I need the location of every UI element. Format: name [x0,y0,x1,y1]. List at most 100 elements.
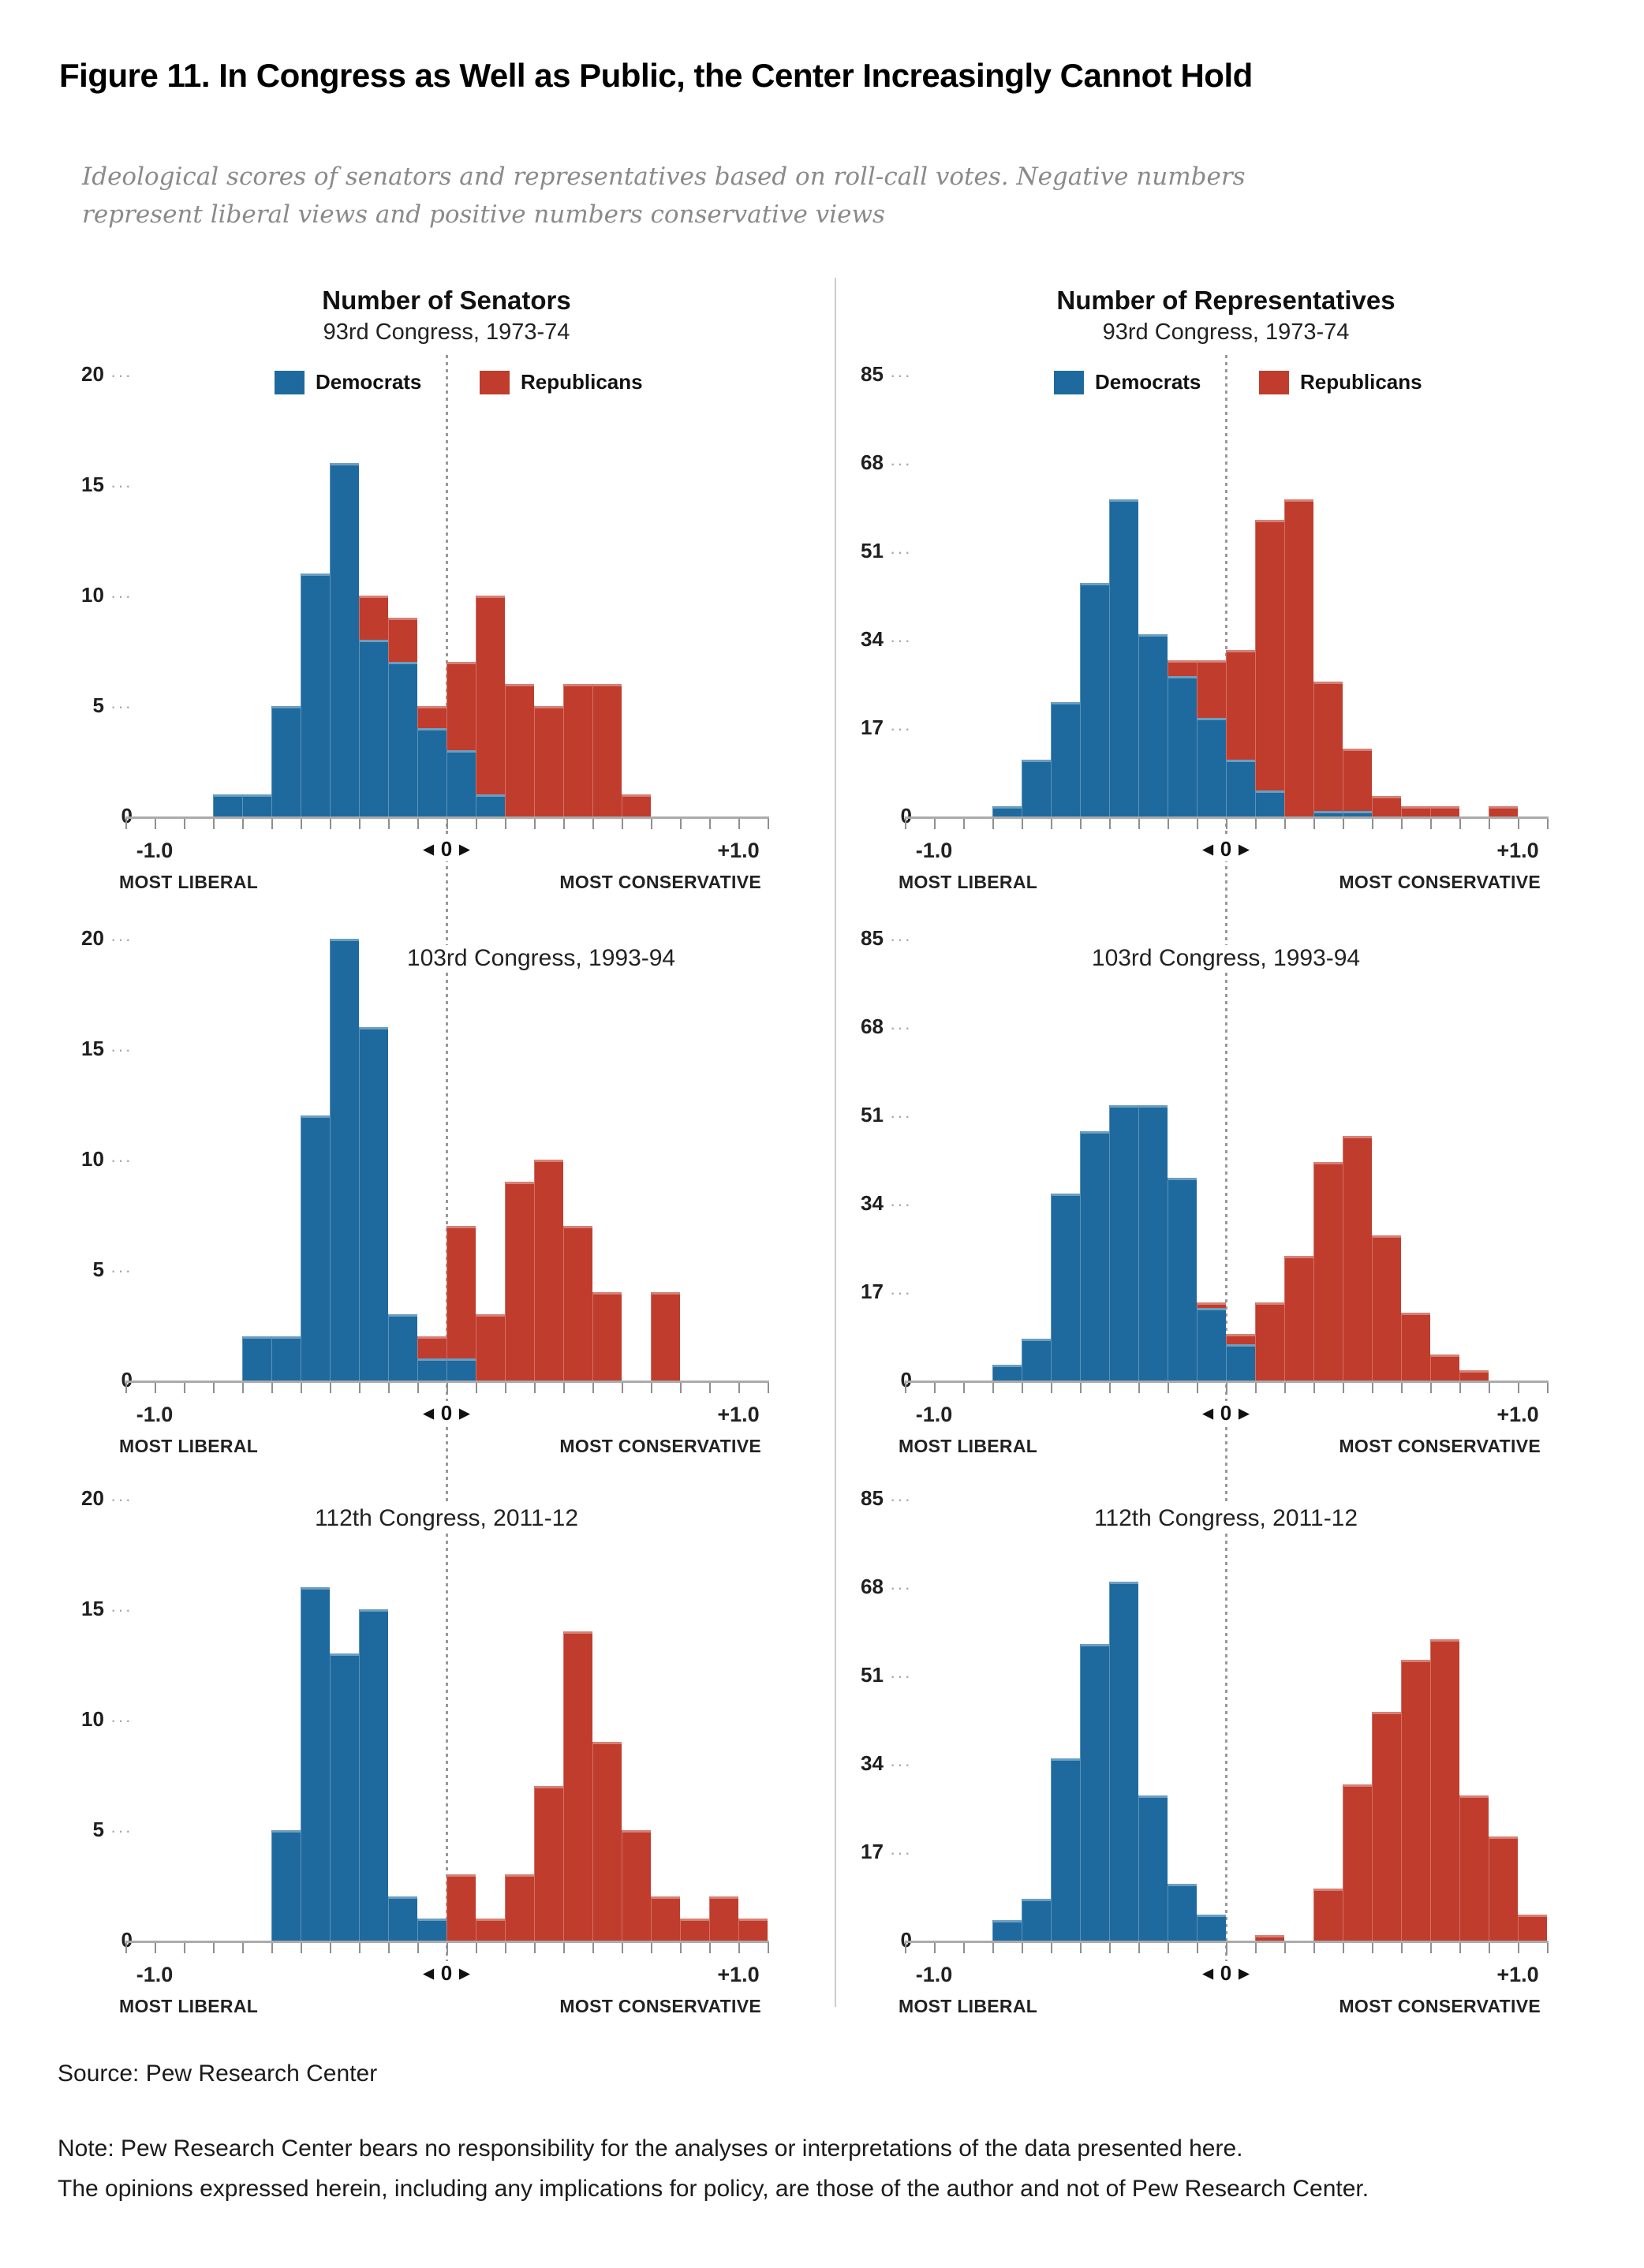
gridline-dots: ··· [883,1666,912,1686]
note-line2: The opinions expressed herein, including… [58,2176,1369,2202]
most-liberal-caption-representatives-112th: MOST LIBERAL [899,1996,1038,2016]
x-axis-tick [1138,819,1140,829]
x-axis-tick [934,819,936,829]
bar-democrats [1109,499,1138,816]
zero-dotted-line-senators [446,355,448,1988]
bar-democrats [992,1365,1022,1381]
x-min-label-senators-103rd: -1.0 [136,1403,174,1426]
bar-republicans [1401,1660,1430,1941]
most-liberal-caption-senators-112th: MOST LIBERAL [119,1996,259,2016]
bar-democrats [388,1314,417,1381]
y-tick-label-representatives-93rd-17: 17 ··· [860,716,912,739]
right-arrow-icon: ▶ [1239,1965,1250,1981]
x-axis-tick [1138,1383,1140,1393]
zero-marker-chip: ◀ 0 ▶ [1196,1961,1256,1986]
bar-democrats [1080,1644,1109,1941]
bar-democrats [476,794,505,816]
zero-marker-chip: ◀ 0 ▶ [1196,837,1256,861]
bar-democrats [388,1896,417,1941]
bar-democrats [301,1115,330,1381]
zero-label: 0 [440,1401,453,1425]
y-tick-label-representatives-103rd-0: 0 [900,1368,912,1392]
x-axis-tick [1459,819,1461,829]
x-axis-tick [1080,1383,1082,1393]
x-max-label-senators-112th: +1.0 [717,1963,760,1986]
most-conservative-caption-senators-103rd: MOST CONSERVATIVE [559,1436,761,1456]
bar-republicans [1489,805,1518,816]
bar-democrats [417,1919,446,1941]
bar-democrats [1226,1343,1255,1381]
x-max-label-representatives-93rd: +1.0 [1496,839,1539,862]
y-tick-label-senators-93rd-5: 5 ··· [92,693,133,717]
y-tick-label-senators-112th-15: 15 ··· [80,1597,133,1620]
x-axis-tick [388,1943,390,1953]
x-axis-tick [768,1943,769,1953]
bar-democrats [242,1336,271,1381]
x-axis-tick [1343,1383,1344,1393]
bar-republicans [446,1874,476,1941]
x-axis-tick [592,1943,594,1953]
y-tick-label-senators-93rd-10: 10 ··· [80,583,133,607]
chart-title-senators-93rd: Number of Senators [314,286,579,316]
gridline-dots: ··· [883,1194,912,1214]
x-axis-tick [934,1383,936,1393]
x-axis-tick [622,1943,623,1953]
x-axis-tick [359,1943,361,1953]
bar-democrats [446,1358,476,1381]
bar-democrats [1197,1307,1226,1381]
bar-democrats [1138,634,1168,816]
x-axis-tick [738,819,740,829]
y-tick-label-senators-103rd-10: 10 ··· [80,1147,133,1171]
chart-title-representatives-112th: 112th Congress, 2011-12 [1085,1505,1366,1532]
legend-republicans-swatch [1259,371,1289,394]
x-axis-tick [651,819,652,829]
figure-subtitle-line1: Ideological scores of senators and repre… [82,163,1246,191]
x-axis-tick [1051,1383,1052,1393]
source-text: Source: Pew Research Center [58,2061,378,2087]
y-tick-label-senators-93rd-15: 15 ··· [80,473,133,496]
bar-democrats [1168,1178,1197,1381]
x-axis-tick [417,819,419,829]
bar-republicans [1489,1836,1518,1941]
gridline-dots: ··· [883,1578,912,1597]
x-axis-tick [992,1383,994,1393]
gridline-dots: ··· [103,1600,133,1620]
x-axis-tick [1518,1943,1519,1953]
x-axis-tick [1489,1943,1490,1953]
most-conservative-caption-senators-112th: MOST CONSERVATIVE [559,1996,761,2016]
legend-democrats-label: Democrats [1095,370,1201,394]
zero-marker-chip: ◀ 0 ▶ [417,837,476,861]
bar-republicans [534,1786,563,1941]
bar-republicans [651,1292,680,1381]
bar-democrats [1051,1758,1080,1941]
x-max-label-representatives-103rd: +1.0 [1496,1403,1539,1426]
x-axis-tick [1372,819,1373,829]
y-tick-label-representatives-103rd-51: 51 ··· [860,1103,912,1127]
x-axis-tick [1401,1943,1403,1953]
bar-democrats [242,794,271,816]
x-axis-tick [1489,1383,1490,1393]
x-axis-tick [301,1383,302,1393]
x-axis-tick [1109,1383,1111,1393]
bar-democrats [359,640,388,816]
bar-republicans [534,1160,563,1381]
bar-republicans [1226,650,1255,760]
gridline-dots: ··· [883,365,912,385]
zero-marker-chip: ◀ 0 ▶ [1196,1401,1256,1425]
bar-democrats [330,939,359,1381]
x-axis-tick [1343,819,1344,829]
y-tick-label-representatives-93rd-0: 0 [900,804,912,828]
bar-democrats [330,1653,359,1941]
gridline-dots: ··· [103,1489,133,1509]
x-axis-tick [534,1943,536,1953]
gridline-dots: ··· [883,1283,912,1302]
most-conservative-caption-representatives-112th: MOST CONSERVATIVE [1339,1996,1541,2016]
bar-republicans [1372,1235,1401,1381]
x-axis-tick [330,1943,331,1953]
bar-democrats [388,662,417,816]
x-axis-tick [184,819,185,829]
bar-democrats [1022,1899,1051,1941]
x-axis-tick [184,1943,185,1953]
x-axis-tick [1284,1383,1286,1393]
x-axis-tick [301,1943,302,1953]
